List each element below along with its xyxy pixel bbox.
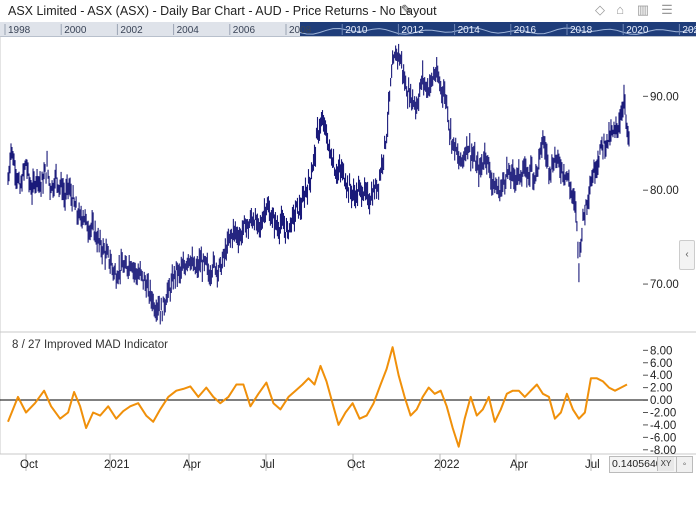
x-tick-label: 2021 [104, 459, 130, 471]
expand-panel-handle[interactable]: ‹ [679, 240, 695, 270]
indicator-tick-label: -4.00 [650, 420, 676, 432]
indicator-line [7, 346, 628, 448]
navigator-year-label: 2002 [120, 25, 143, 36]
date-navigator[interactable]: 1998 2000 2002 2004 2006 2008 2010 2012 2014 2016… [0, 22, 696, 37]
navigator-year-label: 2008 [289, 25, 312, 36]
navigator-selection [300, 22, 696, 36]
tag-icon[interactable]: ⌂ [616, 2, 624, 17]
indicator-tick-label: 2.00 [650, 383, 672, 395]
price-tick-label: 80.00 [650, 185, 679, 197]
navigator-year-label: 2014 [458, 25, 481, 36]
x-tick-label: Jul [260, 459, 275, 471]
chart-title: ASX Limited - ASX (ASX) - Daily Bar Char… [8, 4, 437, 18]
indicator-tick-label: 8.00 [650, 345, 672, 357]
bar-chart-icon[interactable]: ▥ [636, 2, 650, 17]
indicator-tick-label: -2.00 [650, 407, 676, 419]
price-tick-label: 90.00 [650, 91, 679, 103]
indicator-tick-label: 6.00 [650, 358, 672, 370]
navigator-year-label: 2006 [233, 25, 256, 36]
indicator-tick-label: 4.00 [650, 370, 672, 382]
price-series [7, 43, 630, 325]
navigator-year-label: 2018 [570, 25, 593, 36]
navigator-year-label: 2020 [626, 25, 649, 36]
crosshair-icon[interactable]: ◦ [676, 456, 693, 473]
x-tick-label: Oct [20, 459, 39, 471]
x-tick-label: Apr [510, 459, 528, 471]
pencil-icon[interactable]: ✎ [401, 2, 412, 17]
indicator-label: 8 / 27 Improved MAD Indicator [12, 339, 168, 351]
navigator-year-label: 2004 [177, 25, 200, 36]
indicator-tick-label: 0.00 [650, 395, 672, 407]
chart-svg: 70.0080.0090.00-8.00-6.00-4.00-2.000.002… [0, 36, 696, 471]
navigator-year-label: 1998 [8, 25, 31, 36]
indicator-tick-label: -8.00 [650, 445, 676, 457]
navigator-year-label: 2012 [401, 25, 424, 36]
x-tick-label: Jul [585, 459, 600, 471]
navigator-year-label: 2000 [64, 25, 87, 36]
navigator-year-label: 2016 [514, 25, 537, 36]
indicator-tick-label: -6.00 [650, 432, 676, 444]
title-bar: ASX Limited - ASX (ASX) - Daily Bar Char… [0, 0, 696, 23]
menu-icon[interactable]: ☰ [661, 2, 673, 17]
x-tick-label: Oct [347, 459, 366, 471]
navigator-mini-line [299, 27, 696, 35]
navigator-svg: 1998 2000 2002 2004 2006 2008 2010 2012 2014 2016… [0, 22, 696, 36]
price-tick-label: 70.00 [650, 279, 679, 291]
x-tick-label: Apr [183, 459, 201, 471]
diamond-icon[interactable]: ◇ [595, 2, 605, 17]
chart-area[interactable]: 70.00 80.00 90.00 -8.00 -6.00 -4.00 -2.00 0.00 2… [0, 36, 696, 507]
navigator-year-label: 2010 [345, 25, 368, 36]
navigator-year-label: 2022 [682, 25, 696, 36]
x-tick-label: 2022 [434, 459, 460, 471]
xy-label[interactable]: XY [657, 457, 674, 471]
